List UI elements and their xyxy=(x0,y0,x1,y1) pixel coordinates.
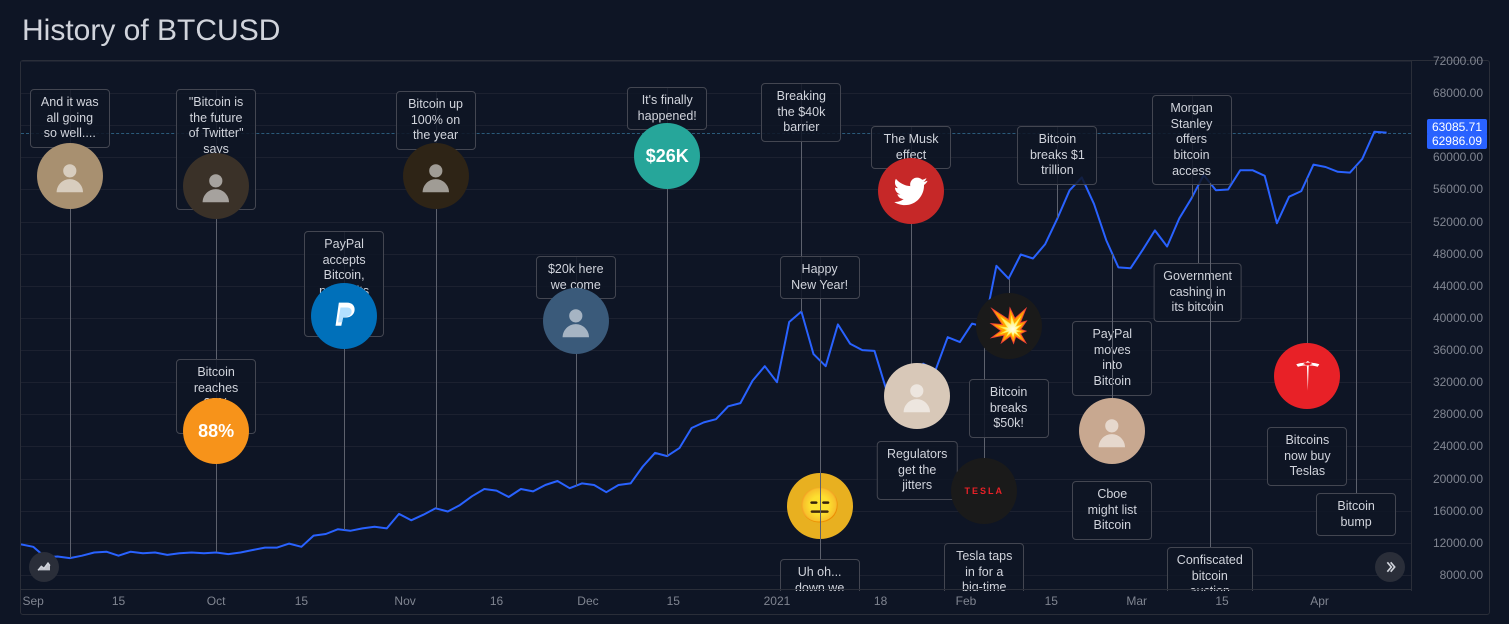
price-tag: 62986.09 xyxy=(1427,133,1487,149)
annotation-label[interactable]: Uh oh... down we go... xyxy=(780,559,860,591)
annotation-bubble[interactable] xyxy=(1079,398,1145,464)
y-tick: 28000.00 xyxy=(1433,407,1483,421)
x-tick: 15 xyxy=(295,594,308,608)
y-tick: 8000.00 xyxy=(1440,568,1483,582)
annotation-label[interactable]: Regulators get the jitters xyxy=(877,441,957,500)
annotation-bubble[interactable] xyxy=(884,363,950,429)
annotation-bubble[interactable] xyxy=(1274,343,1340,409)
annotation-bubble[interactable] xyxy=(183,153,249,219)
y-tick: 40000.00 xyxy=(1433,311,1483,325)
scroll-right-button[interactable] xyxy=(1375,552,1405,582)
annotation-label[interactable]: PayPal moves into Bitcoin xyxy=(1072,321,1152,396)
annotation-bubble[interactable]: TESLA xyxy=(951,458,1017,524)
annotation-bubble[interactable] xyxy=(37,143,103,209)
annotation-label[interactable]: Breaking the $40k barrier xyxy=(761,83,841,142)
y-tick: 52000.00 xyxy=(1433,215,1483,229)
annotation-label[interactable]: And it was all going so well.... xyxy=(30,89,110,148)
annotation-label[interactable]: Tesla taps in for a big-time bounce xyxy=(944,543,1024,591)
chart-type-button[interactable] xyxy=(29,552,59,582)
x-tick: 15 xyxy=(667,594,680,608)
y-tick: 68000.00 xyxy=(1433,86,1483,100)
x-tick: Nov xyxy=(394,594,415,608)
chart-type-icon xyxy=(36,559,52,575)
x-tick: 2021 xyxy=(764,594,791,608)
x-tick: Sep xyxy=(23,594,44,608)
y-tick: 16000.00 xyxy=(1433,504,1483,518)
y-tick: 24000.00 xyxy=(1433,439,1483,453)
x-tick: Dec xyxy=(577,594,598,608)
annotation-label[interactable]: Bitcoin bump xyxy=(1316,493,1396,536)
plot-area[interactable]: And it was all going so well...."Bitcoin… xyxy=(21,61,1411,591)
annotation-label[interactable]: Bitcoin up 100% on the year xyxy=(396,91,476,150)
x-tick: Apr xyxy=(1310,594,1329,608)
annotation-bubble[interactable] xyxy=(403,143,469,209)
y-tick: 32000.00 xyxy=(1433,375,1483,389)
annotation-label[interactable]: Confiscated bitcoin auction xyxy=(1167,547,1253,591)
annotation-bubble[interactable]: $26K xyxy=(634,123,700,189)
page-title: History of BTCUSD xyxy=(22,14,280,48)
annotation-label[interactable]: Government cashing in its bitcoin xyxy=(1153,263,1242,322)
x-tick: 15 xyxy=(1045,594,1058,608)
price-tag: 63085.71 xyxy=(1427,119,1487,135)
annotation-label[interactable]: Morgan Stanley offers bitcoin access xyxy=(1152,95,1232,185)
y-axis: 8000.00 12000.00 16000.00 20000.00 24000.00 2… xyxy=(1411,61,1489,591)
annotation-bubble[interactable] xyxy=(311,283,377,349)
annotation-bubble[interactable]: 88% xyxy=(183,398,249,464)
annotation-bubble[interactable] xyxy=(878,158,944,224)
y-tick: 60000.00 xyxy=(1433,150,1483,164)
annotation-bubble[interactable]: 😑 xyxy=(787,473,853,539)
y-tick: 72000.00 xyxy=(1433,54,1483,68)
y-tick: 44000.00 xyxy=(1433,279,1483,293)
x-tick: Oct xyxy=(207,594,226,608)
y-tick: 48000.00 xyxy=(1433,247,1483,261)
y-tick: 20000.00 xyxy=(1433,472,1483,486)
y-tick: 36000.00 xyxy=(1433,343,1483,357)
chart-container: And it was all going so well...."Bitcoin… xyxy=(20,60,1490,615)
annotation-label[interactable]: Bitcoins now buy Teslas xyxy=(1267,427,1347,486)
x-tick: 15 xyxy=(112,594,125,608)
x-axis: Sep 15 Oct 15 Nov 16 Dec 15 2021 18 Feb 15 Mar 15 Apr xyxy=(21,589,1411,614)
x-tick: 15 xyxy=(1215,594,1228,608)
y-tick: 12000.00 xyxy=(1433,536,1483,550)
x-tick: Feb xyxy=(956,594,977,608)
annotation-bubble[interactable] xyxy=(543,288,609,354)
x-tick: Mar xyxy=(1126,594,1147,608)
y-tick: 56000.00 xyxy=(1433,182,1483,196)
chevron-right-icon xyxy=(1382,559,1398,575)
x-tick: 18 xyxy=(874,594,887,608)
annotation-label[interactable]: Bitcoin breaks $1 trillion xyxy=(1017,126,1097,185)
annotation-label[interactable]: Bitcoin breaks $50k! xyxy=(969,379,1049,438)
annotation-bubble[interactable]: 💥 xyxy=(976,293,1042,359)
annotation-label[interactable]: Cboe might list Bitcoin xyxy=(1072,481,1152,540)
annotation-label[interactable]: Happy New Year! xyxy=(780,256,860,299)
x-tick: 16 xyxy=(490,594,503,608)
